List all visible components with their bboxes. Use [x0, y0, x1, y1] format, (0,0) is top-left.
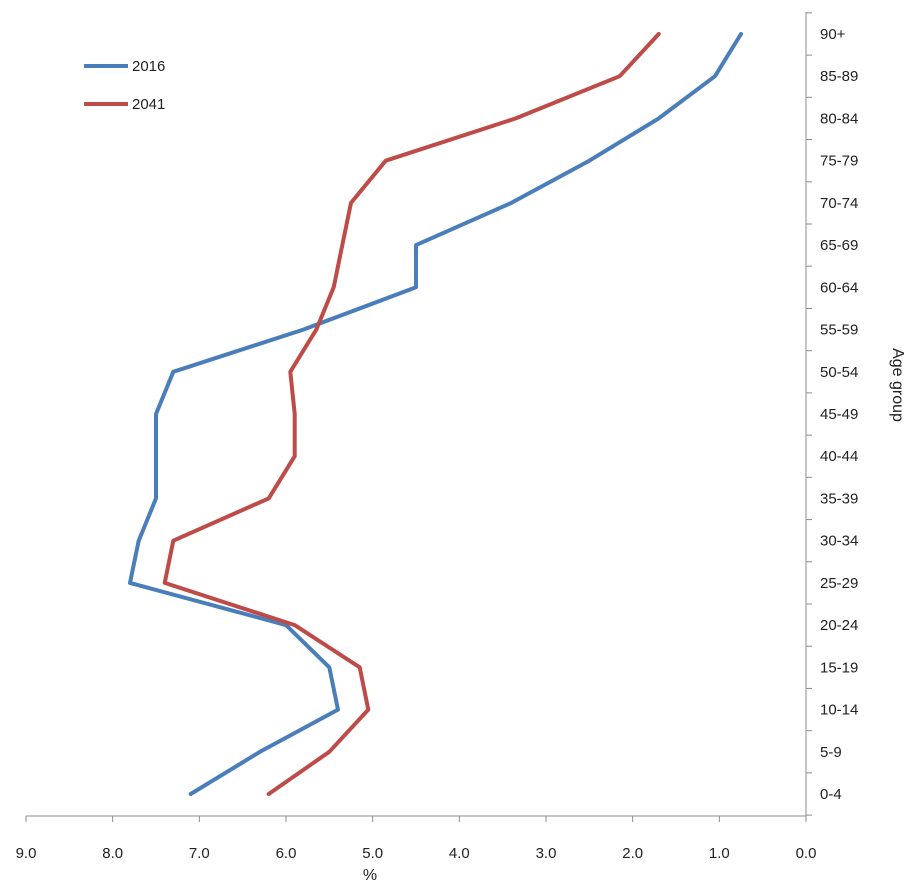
legend-label-2016: 2016 — [132, 58, 165, 75]
y-tick-label: 30-34 — [820, 533, 858, 550]
y-tick-label: 25-29 — [820, 575, 858, 592]
legend: 2016 2041 — [84, 58, 165, 113]
x-axis-title: % — [363, 867, 377, 883]
series-line-2016 — [128, 32, 743, 796]
y-tick-label: 55-59 — [820, 322, 858, 339]
y-tick-label: 50-54 — [820, 364, 858, 381]
x-tick-label: 4.0 — [449, 845, 470, 862]
x-tick-label: 7.0 — [189, 845, 210, 862]
y-tick-label: 35-39 — [820, 490, 858, 507]
legend-label-2041: 2041 — [132, 96, 165, 113]
y-tick-label: 65-69 — [820, 237, 858, 254]
y-tick-label: 80-84 — [820, 110, 858, 127]
y-tick-label: 70-74 — [820, 195, 858, 212]
x-tick-label: 2.0 — [622, 845, 643, 862]
x-tick-label: 3.0 — [536, 845, 557, 862]
x-tick-label: 8.0 — [102, 845, 123, 862]
y-tick-label: 20-24 — [820, 617, 858, 634]
series-layer — [128, 32, 743, 796]
y-tick-label: 10-14 — [820, 702, 858, 719]
y-axis-title: Age group — [889, 348, 906, 422]
x-tick-label: 9.0 — [16, 845, 37, 862]
x-tick-label: 1.0 — [709, 845, 730, 862]
y-tick-label: 85-89 — [820, 68, 858, 85]
y-tick-label: 5-9 — [820, 744, 842, 761]
series-line-2041 — [162, 32, 661, 796]
y-tick-label: 45-49 — [820, 406, 858, 423]
y-tick-label: 75-79 — [820, 153, 858, 170]
y-tick-label: 0-4 — [820, 786, 842, 803]
x-tick-label: 0.0 — [796, 845, 817, 862]
y-tick-label: 15-19 — [820, 659, 858, 676]
x-tick-label: 6.0 — [276, 845, 297, 862]
y-tick-label: 90+ — [820, 26, 846, 43]
y-tick-label: 60-64 — [820, 279, 858, 296]
x-tick-label: 5.0 — [362, 845, 383, 862]
y-tick-label: 40-44 — [820, 448, 858, 465]
axes-group: 0-4 5-9 10-14 15-19 20-24 25-29 30-34 35-39 40-4… — [16, 12, 858, 862]
